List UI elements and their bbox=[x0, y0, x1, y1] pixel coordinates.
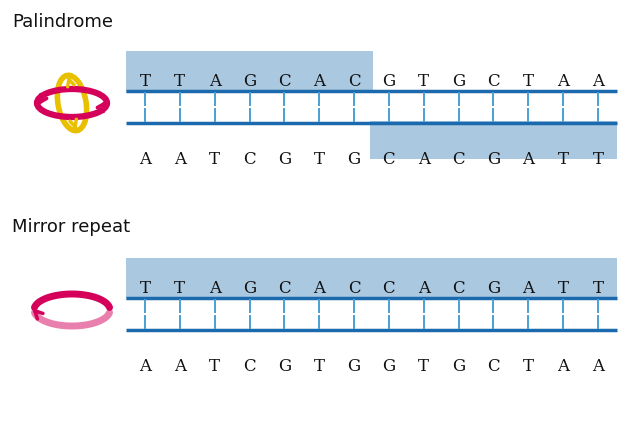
Text: G: G bbox=[452, 358, 465, 375]
Text: T: T bbox=[175, 73, 185, 90]
Text: A: A bbox=[557, 358, 569, 375]
Text: A: A bbox=[418, 151, 430, 168]
Text: A: A bbox=[522, 151, 534, 168]
Text: C: C bbox=[243, 358, 256, 375]
Text: A: A bbox=[139, 151, 151, 168]
Text: T: T bbox=[209, 151, 220, 168]
Text: C: C bbox=[487, 73, 500, 90]
Text: T: T bbox=[139, 73, 151, 90]
Text: A: A bbox=[313, 280, 325, 297]
Text: G: G bbox=[243, 280, 256, 297]
Text: T: T bbox=[523, 73, 534, 90]
Text: Palindrome: Palindrome bbox=[12, 13, 113, 31]
Text: A: A bbox=[418, 280, 430, 297]
Text: G: G bbox=[382, 358, 396, 375]
Text: G: G bbox=[452, 73, 465, 90]
Text: G: G bbox=[348, 151, 360, 168]
Text: T: T bbox=[209, 358, 220, 375]
Text: A: A bbox=[139, 358, 151, 375]
Text: C: C bbox=[278, 73, 290, 90]
Text: C: C bbox=[348, 73, 360, 90]
Text: C: C bbox=[278, 280, 290, 297]
Text: T: T bbox=[418, 73, 429, 90]
Text: T: T bbox=[314, 151, 324, 168]
Text: C: C bbox=[382, 280, 395, 297]
Text: C: C bbox=[452, 151, 465, 168]
Text: G: G bbox=[487, 280, 500, 297]
Text: T: T bbox=[175, 280, 185, 297]
Text: T: T bbox=[523, 358, 534, 375]
Bar bbox=[370, 121, 617, 159]
Text: T: T bbox=[592, 151, 604, 168]
Text: G: G bbox=[278, 358, 291, 375]
Text: A: A bbox=[209, 73, 220, 90]
Bar bbox=[126, 258, 373, 300]
Text: C: C bbox=[348, 280, 360, 297]
Text: A: A bbox=[313, 73, 325, 90]
Text: C: C bbox=[487, 358, 500, 375]
Text: T: T bbox=[418, 358, 429, 375]
Text: A: A bbox=[174, 151, 186, 168]
Text: G: G bbox=[243, 73, 256, 90]
Text: Mirror repeat: Mirror repeat bbox=[12, 218, 130, 236]
Text: T: T bbox=[592, 280, 604, 297]
Bar bbox=[126, 51, 373, 93]
Text: G: G bbox=[487, 151, 500, 168]
Text: G: G bbox=[382, 73, 396, 90]
Text: T: T bbox=[139, 280, 151, 297]
Text: C: C bbox=[452, 280, 465, 297]
Text: C: C bbox=[382, 151, 395, 168]
Text: T: T bbox=[314, 358, 324, 375]
Text: C: C bbox=[243, 151, 256, 168]
Text: A: A bbox=[174, 358, 186, 375]
Text: A: A bbox=[522, 280, 534, 297]
Text: A: A bbox=[592, 73, 604, 90]
Text: A: A bbox=[592, 358, 604, 375]
Bar bbox=[370, 258, 617, 300]
Text: A: A bbox=[557, 73, 569, 90]
Text: G: G bbox=[348, 358, 360, 375]
Text: T: T bbox=[558, 151, 569, 168]
Text: G: G bbox=[278, 151, 291, 168]
Text: A: A bbox=[209, 280, 220, 297]
Text: T: T bbox=[558, 280, 569, 297]
